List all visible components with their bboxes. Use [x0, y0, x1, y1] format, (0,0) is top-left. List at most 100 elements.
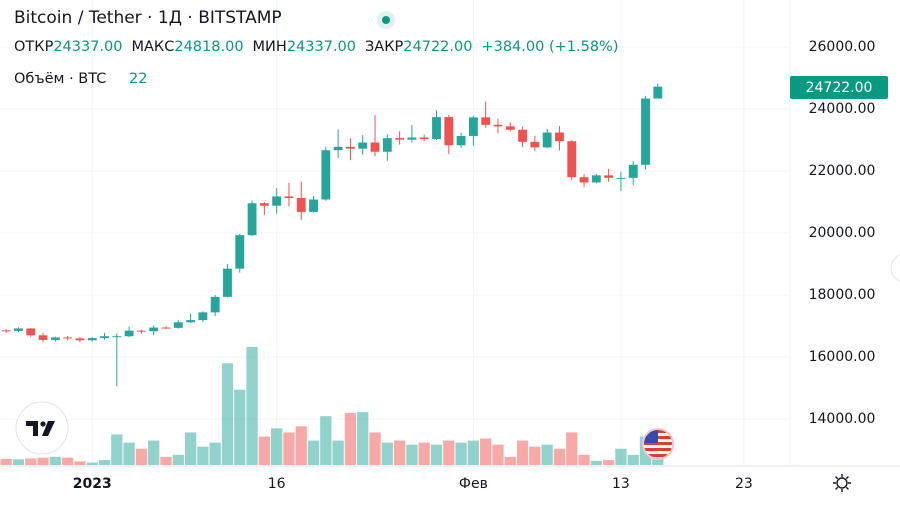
- candle-body: [63, 337, 73, 339]
- volume-value: 22: [128, 71, 148, 87]
- candle-body: [75, 338, 85, 341]
- volume-bar: [381, 442, 393, 465]
- volume-bar: [344, 412, 357, 465]
- ohlc-label: МАКС: [131, 39, 175, 55]
- volume-bar: [332, 440, 344, 465]
- candle-body: [136, 330, 146, 332]
- candle-body: [370, 142, 380, 152]
- candle-body: [579, 177, 589, 183]
- candle-body: [284, 196, 294, 198]
- candle-body: [653, 86, 663, 99]
- ohlc-legend: ОТКР24337.00 МАКС24818.00 МИН24337.00 ЗАКР2…: [14, 39, 618, 55]
- candle-body: [149, 327, 159, 332]
- last-price-text: 24722.00: [806, 80, 873, 96]
- ohlc-value: 24337.00: [286, 39, 356, 55]
- volume-bar: [553, 448, 566, 465]
- ohlc-value: 24818.00: [174, 39, 244, 55]
- candle-body: [456, 135, 466, 146]
- x-tick-label: 16: [268, 476, 286, 492]
- candle-body: [333, 146, 343, 151]
- volume-bar: [258, 436, 271, 465]
- volume-bar: [480, 438, 492, 465]
- volume-bar: [529, 446, 541, 465]
- candle-body: [604, 175, 614, 178]
- settings-icon[interactable]: [833, 474, 851, 492]
- grid: [0, 0, 790, 465]
- y-tick-label: 20000.00: [809, 225, 876, 241]
- candle-body: [1, 330, 11, 332]
- candle-body: [407, 137, 417, 140]
- volume-bar: [221, 363, 234, 465]
- volume-bar: [37, 457, 49, 465]
- candle-body: [235, 235, 245, 269]
- candle-body: [567, 141, 577, 178]
- candle-body: [112, 336, 122, 338]
- ohlc-label: МИН: [252, 39, 287, 55]
- x-tick-label: 2023: [73, 476, 112, 492]
- volume-bar: [295, 426, 307, 465]
- volume-bar: [590, 460, 602, 465]
- ohlc-value: 24722.00: [403, 39, 473, 55]
- candle-body: [26, 328, 36, 336]
- candle-body: [432, 117, 441, 140]
- candle-body: [395, 138, 405, 140]
- candle-body: [198, 312, 208, 321]
- volume-bar: [406, 444, 418, 465]
- volume-bar: [467, 440, 480, 465]
- last-price-label: 24722.00: [790, 76, 888, 99]
- candle-body: [358, 142, 368, 149]
- candle-body: [468, 117, 478, 136]
- ohlc-label: ЗАКР: [365, 39, 404, 55]
- candle-body: [346, 146, 355, 149]
- candle-body: [481, 117, 491, 125]
- candle-body: [272, 196, 282, 206]
- volume-bar: [418, 442, 430, 465]
- volume-bar: [271, 428, 283, 465]
- volume-bar: [0, 458, 12, 465]
- candle-body: [518, 129, 527, 142]
- chart-title: Bitcoin / Tether · 1Д · BITSTAMP: [14, 8, 282, 28]
- volume-bar: [98, 460, 111, 465]
- candle-body: [555, 132, 564, 142]
- y-tick-label: 24000.00: [809, 101, 876, 117]
- volume-layer: [0, 347, 664, 465]
- volume-bar: [209, 442, 221, 465]
- candle-body: [505, 126, 515, 130]
- volume-bar: [197, 446, 209, 465]
- candle-body: [616, 177, 626, 179]
- candle-body: [100, 336, 109, 339]
- volume-bar: [49, 456, 61, 465]
- volume-bar: [172, 454, 184, 465]
- volume-bar: [184, 432, 197, 465]
- ohlc-label: ОТКР: [14, 39, 54, 55]
- candle-body: [382, 138, 392, 152]
- volume-bar: [393, 440, 406, 465]
- status-dot: [382, 16, 390, 24]
- last-price-box: [790, 76, 888, 99]
- volume-bar: [516, 440, 529, 465]
- candle-body: [628, 164, 638, 178]
- candle-body: [530, 141, 540, 148]
- candle-body: [591, 175, 601, 183]
- volume-bar: [443, 440, 455, 465]
- volume-bar: [234, 389, 246, 465]
- candle-body: [124, 330, 134, 337]
- ohlc-value: 24337.00: [53, 39, 123, 55]
- scroll-button[interactable]: [890, 254, 900, 282]
- volume-bar: [627, 454, 639, 465]
- candle-body: [186, 320, 196, 323]
- candle-body: [50, 337, 60, 340]
- candle-layer: [1, 83, 663, 387]
- volume-bar: [160, 456, 172, 465]
- flag-icon: [642, 428, 674, 460]
- volume-bar: [246, 347, 258, 465]
- ohlc-change: +384.00 (+1.58%): [481, 39, 619, 55]
- volume-bar: [283, 432, 295, 465]
- volume-bar: [74, 461, 86, 465]
- volume-bar: [504, 456, 516, 465]
- tv-logo: [15, 401, 69, 455]
- volume-bar: [578, 454, 590, 465]
- x-tick-label: 13: [612, 476, 630, 492]
